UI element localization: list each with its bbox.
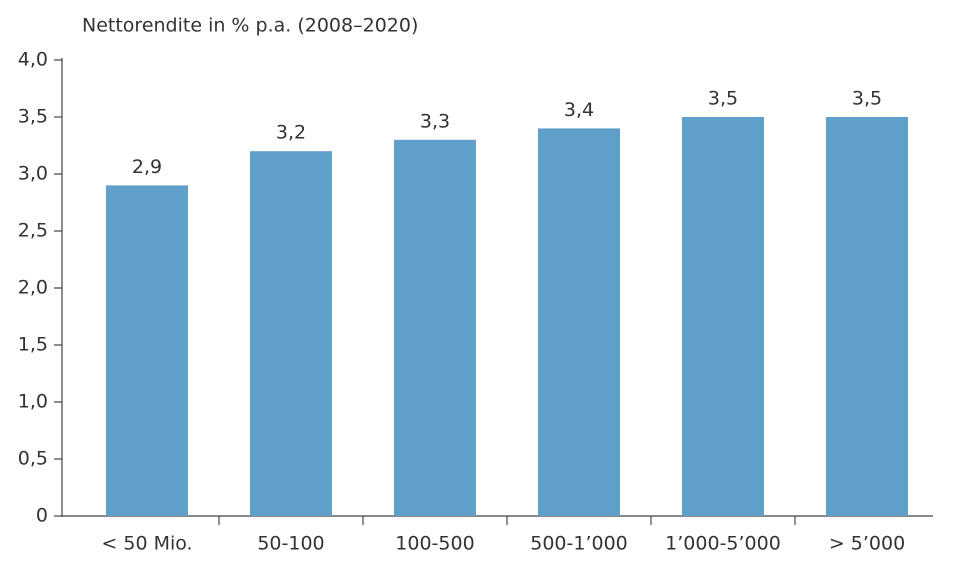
x-tick-label: 500-1’000	[530, 533, 628, 555]
bar	[393, 139, 477, 517]
bar	[105, 185, 189, 516]
value-label: 2,9	[132, 156, 162, 178]
value-label: 3,5	[852, 88, 882, 110]
value-label: 3,5	[708, 88, 738, 110]
y-tick-label: 4,0	[18, 49, 48, 71]
y-tick-label: 3,5	[18, 106, 48, 128]
bar	[249, 151, 333, 516]
y-tick-label: 0,5	[18, 448, 48, 470]
chart-title: Nettorendite in % p.a. (2008–2020)	[82, 15, 418, 37]
x-tick-label: 50-100	[257, 533, 324, 555]
x-tick-label: > 5’000	[829, 533, 905, 555]
x-tick-label: 100-500	[395, 533, 474, 555]
bar	[825, 117, 909, 516]
bar	[681, 117, 765, 516]
y-tick-label: 0	[36, 505, 48, 527]
y-tick-label: 2,5	[18, 220, 48, 242]
value-label: 3,2	[276, 122, 306, 144]
bar	[537, 128, 621, 516]
x-tick-label: 1’000-5’000	[665, 533, 781, 555]
value-label: 3,4	[564, 99, 594, 121]
y-tick-label: 1,0	[18, 391, 48, 413]
y-tick-label: 2,0	[18, 277, 48, 299]
y-tick-label: 3,0	[18, 163, 48, 185]
y-tick-label: 1,5	[18, 334, 48, 356]
x-tick-label: < 50 Mio.	[101, 533, 192, 555]
value-label: 3,3	[420, 110, 450, 132]
